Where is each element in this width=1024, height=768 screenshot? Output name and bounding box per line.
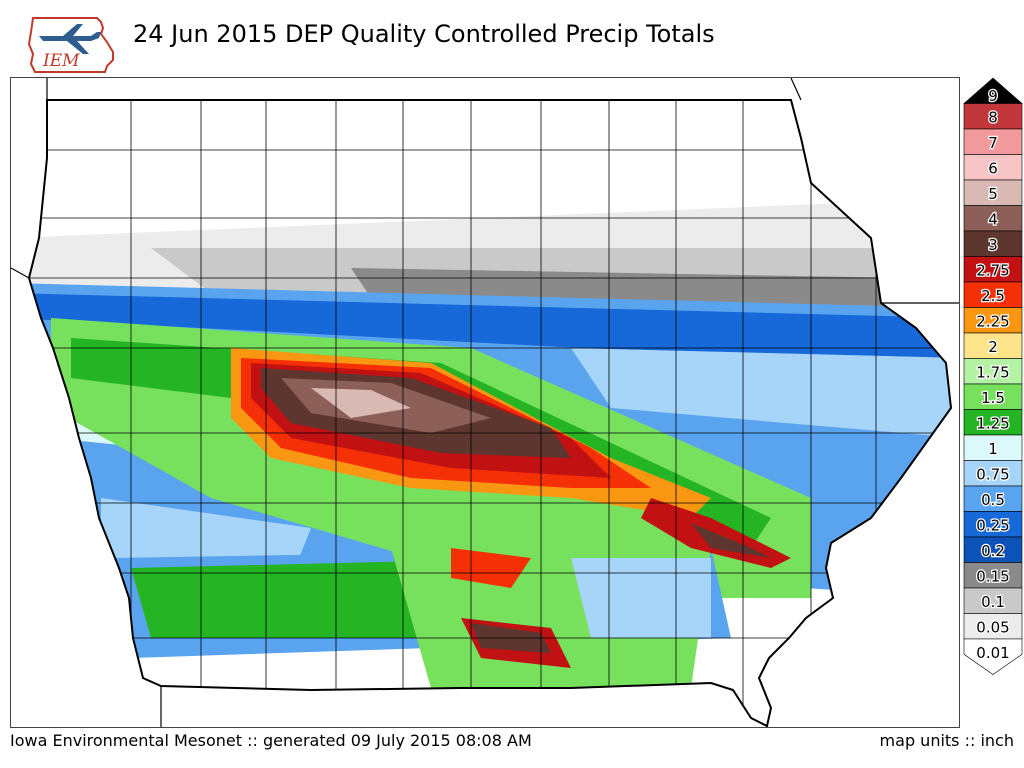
precip-colorbar: 9 8 7 6 5 4 3 2.75 2.5 2.25 2 1.75 1.5 1.25 1 0.75 0.5 0.…: [963, 77, 1023, 675]
colorbar-swatch: [963, 128, 1023, 155]
county-lines: [29, 100, 951, 726]
map-frame: [10, 77, 960, 728]
airplane-icon: [39, 24, 101, 54]
colorbar-label: 0.25: [976, 516, 1009, 534]
colorbar-label: 1: [988, 440, 998, 458]
colorbar-label: 0.1: [981, 593, 1005, 611]
colorbar-swatch: [963, 332, 1023, 359]
iem-logo: IEM: [27, 17, 114, 73]
colorbar-swatch: [963, 383, 1023, 410]
neighbor-state-lines: [11, 78, 959, 727]
colorbar-label: 4: [988, 210, 998, 228]
colorbar-label: 1.5: [981, 389, 1005, 407]
colorbar-swatch: [963, 307, 1023, 334]
colorbar-label: 0.05: [976, 618, 1009, 636]
colorbar-label: 0.15: [976, 567, 1009, 585]
precip-field: [29, 100, 951, 726]
colorbar-label: 1.75: [976, 363, 1009, 381]
colorbar-swatch: [963, 638, 1023, 675]
colorbar-label: 3: [988, 236, 998, 254]
colorbar-swatch: [963, 358, 1023, 385]
colorbar-label: 5: [988, 185, 998, 203]
colorbar-swatch: [963, 230, 1023, 257]
colorbar-swatch: [963, 434, 1023, 461]
generated-note: Iowa Environmental Mesonet :: generated …: [10, 731, 532, 750]
map-units-note: map units :: inch: [879, 731, 1014, 750]
colorbar-label: 0.75: [976, 465, 1009, 483]
colorbar-swatches: [963, 77, 1023, 675]
colorbar-label: 0.2: [981, 542, 1005, 560]
colorbar-swatch: [963, 587, 1023, 614]
colorbar-label: 2.5: [981, 287, 1005, 305]
colorbar-label: 2: [988, 338, 998, 356]
colorbar-swatch: [963, 511, 1023, 538]
colorbar-label: 9: [988, 87, 998, 105]
colorbar-swatch: [963, 562, 1023, 589]
colorbar-swatch: [963, 613, 1023, 640]
logo-text: IEM: [42, 51, 80, 71]
colorbar-label: 2.75: [976, 261, 1009, 279]
precip-map: [11, 78, 959, 727]
colorbar-label: 2.25: [976, 312, 1009, 330]
colorbar-label: 7: [988, 134, 998, 152]
colorbar-label: 0.01: [976, 644, 1009, 662]
colorbar-swatch: [963, 281, 1023, 308]
iowa-outline: [27, 99, 953, 727]
map-title: 24 Jun 2015 DEP Quality Controlled Preci…: [133, 20, 715, 48]
colorbar-label: 8: [988, 108, 998, 126]
colorbar-swatch: [963, 103, 1023, 130]
colorbar-labels: 9 8 7 6 5 4 3 2.75 2.5 2.25 2 1.75 1.5 1.25 1 0.75 0.5 0.…: [975, 86, 1011, 664]
colorbar-swatch: [963, 409, 1023, 436]
colorbar-swatch: [963, 179, 1023, 206]
colorbar-label: 6: [988, 159, 998, 177]
colorbar-label: 1.25: [976, 414, 1009, 432]
colorbar-swatch: [963, 460, 1023, 487]
colorbar-label: 0.5: [981, 491, 1005, 509]
colorbar-swatch: [963, 205, 1023, 232]
